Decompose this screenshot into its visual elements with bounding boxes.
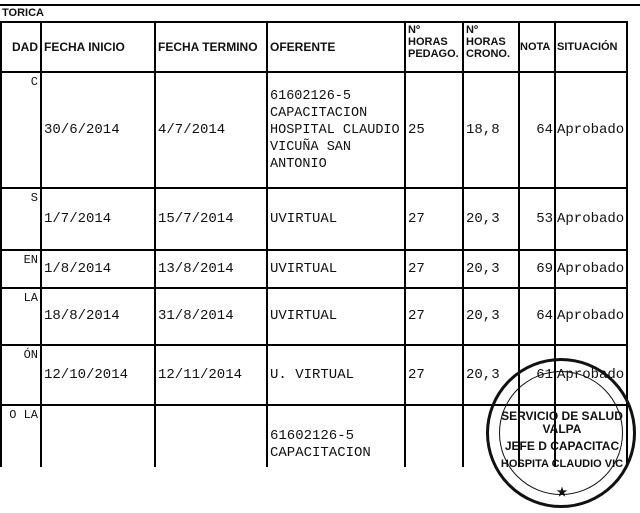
cell-crono: 20,3 <box>462 287 520 346</box>
table-row: S 1/7/2014 15/7/2014 UVIRTUAL 27 20,3 53 Aproba… <box>0 187 628 251</box>
cell-termino <box>154 404 268 467</box>
stamp-bottom-text: HOSPITA CLAUDIO VIC <box>500 458 624 470</box>
table-row: O LA 61602126-5 CAPACITACION <box>0 404 628 467</box>
top-rule <box>0 4 640 6</box>
cell-situacion: Aprobado <box>554 344 628 406</box>
section-title: TORICA <box>2 7 44 19</box>
cell-nota <box>518 404 556 467</box>
header-oferente: OFERENTE <box>266 21 406 73</box>
cell-inicio: 1/8/2014 <box>40 249 156 289</box>
header-fecha-termino: FECHA TERMINO <box>154 21 268 73</box>
cell-termino: 31/8/2014 <box>154 287 268 346</box>
header-horas-crono: Nº HORAS CRONO. <box>462 21 520 73</box>
cell-inicio <box>40 404 156 467</box>
cell-crono: 20,3 <box>462 249 520 289</box>
cell-pedago: 27 <box>404 249 464 289</box>
cell-nota: 64 <box>518 71 556 189</box>
cell-termino: 15/7/2014 <box>154 187 268 251</box>
header-actividad: DAD <box>0 21 42 73</box>
cell-situacion: Aprobado <box>554 249 628 289</box>
cell-nota: 64 <box>518 287 556 346</box>
cell-inicio: 1/7/2014 <box>40 187 156 251</box>
header-horas-pedago: Nº HORAS PEDAGO. <box>404 21 464 73</box>
cell-termino: 13/8/2014 <box>154 249 268 289</box>
table-row: C 30/6/2014 4/7/2014 61602126-5 CAPACITACIO… <box>0 71 628 189</box>
cell-situacion: Aprobado <box>554 287 628 346</box>
courses-table: DAD FECHA INICIO FECHA TERMINO OFERENTE … <box>0 21 628 467</box>
cell-oferente: 61602126-5 CAPACITACION HOSPITAL CLAUDIO… <box>266 71 406 189</box>
stamp-star-icon: ★ <box>556 485 568 499</box>
cell-situacion: Aprobado <box>554 187 628 251</box>
cell-pedago: 27 <box>404 287 464 346</box>
cell-actividad: S <box>0 187 42 251</box>
cell-crono: 20,3 <box>462 187 520 251</box>
cell-oferente: 61602126-5 CAPACITACION <box>266 404 406 467</box>
cell-actividad: ÓN <box>0 344 42 406</box>
cell-situacion: Aprobado <box>554 71 628 189</box>
cell-oferente: UVIRTUAL <box>266 249 406 289</box>
header-fecha-inicio: FECHA INICIO <box>40 21 156 73</box>
cell-nota: 69 <box>518 249 556 289</box>
cell-nota: 61 <box>518 344 556 406</box>
cell-oferente: UVIRTUAL <box>266 287 406 346</box>
cell-oferente: U. VIRTUAL <box>266 344 406 406</box>
cell-pedago: 25 <box>404 71 464 189</box>
header-situacion: SITUACIÓN <box>554 21 628 73</box>
cell-pedago: 27 <box>404 344 464 406</box>
cell-pedago: 27 <box>404 187 464 251</box>
cell-termino: 12/11/2014 <box>154 344 268 406</box>
cell-oferente: UVIRTUAL <box>266 187 406 251</box>
table-row: LA 18/8/2014 31/8/2014 UVIRTUAL 27 20,3 64 Apro… <box>0 287 628 346</box>
cell-inicio: 30/6/2014 <box>40 71 156 189</box>
table-row: ÓN 12/10/2014 12/11/2014 U. VIRTUAL 27 20,3 61… <box>0 344 628 406</box>
stamp-top-text: SERVICIO DE SALUD VALPA <box>501 409 623 436</box>
cell-crono: 18,8 <box>462 71 520 189</box>
cell-actividad: O LA <box>0 404 42 467</box>
cell-crono: 20,3 <box>462 344 520 406</box>
cell-termino: 4/7/2014 <box>154 71 268 189</box>
cell-inicio: 18/8/2014 <box>40 287 156 346</box>
stamp-middle-text: JEFE D CAPACITAC <box>504 439 620 453</box>
table-row: EN 1/8/2014 13/8/2014 UVIRTUAL 27 20,3 69 Aprob… <box>0 249 628 289</box>
cell-actividad: C <box>0 71 42 189</box>
cell-inicio: 12/10/2014 <box>40 344 156 406</box>
cell-situacion <box>554 404 628 467</box>
header-nota: NOTA <box>518 21 556 73</box>
cell-crono <box>462 404 520 467</box>
header-row: DAD FECHA INICIO FECHA TERMINO OFERENTE … <box>0 21 628 73</box>
cell-nota: 53 <box>518 187 556 251</box>
cell-pedago <box>404 404 464 467</box>
cell-actividad: LA <box>0 287 42 346</box>
cell-actividad: EN <box>0 249 42 289</box>
